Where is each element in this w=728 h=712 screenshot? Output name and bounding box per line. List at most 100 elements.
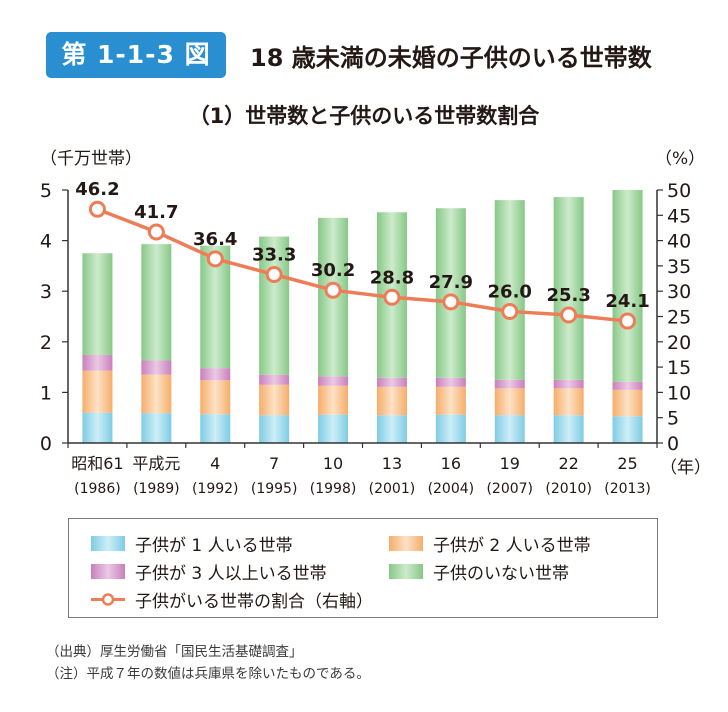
bar-two-children-9 (612, 389, 643, 417)
bar-no-children-8 (553, 197, 584, 380)
x-tick-sublabel: (1989) (133, 481, 180, 497)
bar-three-plus-5 (376, 377, 407, 387)
right-tick-label: 20 (667, 332, 691, 354)
stacked-bar-line-chart: 01234505101520253035404550昭和61(1986)平成元(… (40, 149, 711, 497)
x-tick-label: 22 (558, 454, 578, 473)
right-tick-label: 10 (667, 382, 691, 404)
ratio-data-label-7: 26.0 (488, 281, 532, 302)
axes-layer: 01234505101520253035404550昭和61(1986)平成元(… (40, 149, 711, 497)
x-tick-label: 昭和61 (71, 454, 123, 473)
x-tick-sublabel: (1998) (310, 481, 357, 497)
legend-label-one-child: 子供が 1 人いる世帯 (135, 536, 293, 556)
bar-three-plus-7 (494, 379, 525, 389)
bar-two-children-8 (553, 388, 584, 416)
bar-one-child-7 (494, 415, 525, 443)
bar-two-children-1 (141, 374, 172, 414)
bar-three-plus-9 (612, 381, 643, 390)
ratio-data-label-3: 33.3 (252, 245, 296, 266)
x-tick-label: 10 (323, 454, 343, 473)
x-tick-label: 平成元 (132, 454, 180, 473)
x-tick-sublabel: (1995) (251, 481, 298, 497)
legend-item-no-children: 子供のいない世帯 (389, 559, 569, 584)
bar-three-plus-6 (435, 377, 466, 387)
bar-three-plus-2 (200, 368, 231, 381)
legend-item-ratio-line: 子供がいる世帯の割合（右軸） (91, 587, 373, 612)
bar-one-child-9 (612, 416, 643, 443)
x-tick-sublabel: (2010) (545, 481, 592, 497)
bar-two-children-2 (200, 380, 231, 415)
bar-three-plus-8 (553, 379, 584, 389)
right-tick-label: 15 (667, 357, 691, 379)
left-tick-label: 4 (40, 231, 52, 253)
bar-three-plus-1 (141, 360, 172, 375)
source-note: （出典）厚生労働省「国民生活基礎調査」 (46, 644, 303, 660)
legend-swatch-three-plus (91, 564, 125, 579)
right-axis-unit-label: （%） (655, 149, 705, 169)
bar-no-children-3 (259, 236, 290, 375)
ratio-point-8 (560, 306, 578, 324)
x-tick-label: 19 (500, 454, 520, 473)
bar-one-child-6 (435, 414, 466, 443)
x-tick-sublabel: (1992) (192, 481, 239, 497)
bar-one-child-1 (141, 413, 172, 443)
left-axis-unit-label: （千万世帯） (40, 149, 142, 169)
x-tick-sublabel: (2013) (604, 481, 651, 497)
bar-two-children-3 (259, 384, 290, 416)
bar-no-children-7 (494, 200, 525, 380)
chart-legend: 子供が 1 人いる世帯 子供が 2 人いる世帯 子供が 3 人以上いる世帯 子供… (68, 518, 658, 618)
bar-one-child-2 (200, 414, 231, 443)
ratio-data-label-0: 46.2 (75, 179, 119, 200)
ratio-point-0 (88, 200, 106, 218)
ratio-point-7 (501, 302, 519, 320)
bar-two-children-7 (494, 388, 525, 416)
ratio-point-3 (265, 266, 283, 284)
ratio-data-label-4: 30.2 (311, 260, 355, 281)
bar-three-plus-0 (82, 354, 113, 371)
right-tick-label: 0 (667, 433, 679, 455)
bar-three-plus-3 (259, 374, 290, 385)
left-tick-label: 5 (40, 180, 52, 202)
bar-two-children-4 (318, 385, 349, 415)
bar-no-children-9 (612, 190, 643, 382)
bar-no-children-6 (435, 208, 466, 378)
figure-title: 18 歳未満の未婚の子供のいる世帯数 (250, 44, 652, 72)
bar-one-child-4 (318, 414, 349, 443)
labels-layer: 46.2 41.7 36.4 33.3 30.2 28.8 27.9 26.0 25.3 24.1 (75, 179, 650, 312)
ratio-data-label-5: 28.8 (370, 267, 414, 288)
right-tick-label: 40 (667, 231, 691, 253)
bar-no-children-1 (141, 244, 172, 361)
bar-one-child-8 (553, 415, 584, 443)
right-tick-label: 5 (667, 408, 679, 430)
right-tick-label: 50 (667, 180, 691, 202)
legend-swatch-two-children (389, 536, 423, 551)
ratio-data-label-6: 27.9 (429, 272, 473, 293)
ratio-data-label-2: 36.4 (193, 229, 237, 250)
ratio-data-label-1: 41.7 (134, 202, 178, 223)
bar-one-child-0 (82, 412, 113, 443)
ratio-data-label-9: 24.1 (605, 291, 649, 312)
x-tick-sublabel: (2007) (486, 481, 533, 497)
right-tick-label: 45 (667, 205, 691, 227)
ratio-point-9 (619, 312, 637, 330)
left-tick-label: 0 (40, 433, 52, 455)
bar-two-children-0 (82, 370, 113, 413)
x-tick-label: 4 (210, 454, 220, 473)
figure-number-badge: 第 1-1-3 図 (46, 32, 226, 78)
ratio-point-6 (442, 293, 460, 311)
x-tick-label: 16 (441, 454, 461, 473)
legend-label-no-children: 子供のいない世帯 (433, 564, 569, 584)
chart-subtitle: （1）世帯数と子供のいる世帯数割合 (188, 104, 540, 128)
legend-swatch-no-children (389, 564, 423, 579)
legend-item-two-children: 子供が 2 人いる世帯 (389, 531, 591, 556)
ratio-data-label-8: 25.3 (546, 285, 590, 306)
bar-one-child-5 (376, 415, 407, 443)
legend-item-one-child: 子供が 1 人いる世帯 (91, 531, 293, 556)
ratio-point-2 (206, 250, 224, 268)
legend-label-ratio-line: 子供がいる世帯の割合（右軸） (135, 592, 373, 612)
right-tick-label: 35 (667, 256, 691, 278)
ratio-point-5 (383, 288, 401, 306)
bar-two-children-5 (376, 386, 407, 416)
ratio-point-4 (324, 281, 342, 299)
left-tick-label: 3 (40, 281, 52, 303)
legend-label-two-children: 子供が 2 人いる世帯 (433, 536, 591, 556)
